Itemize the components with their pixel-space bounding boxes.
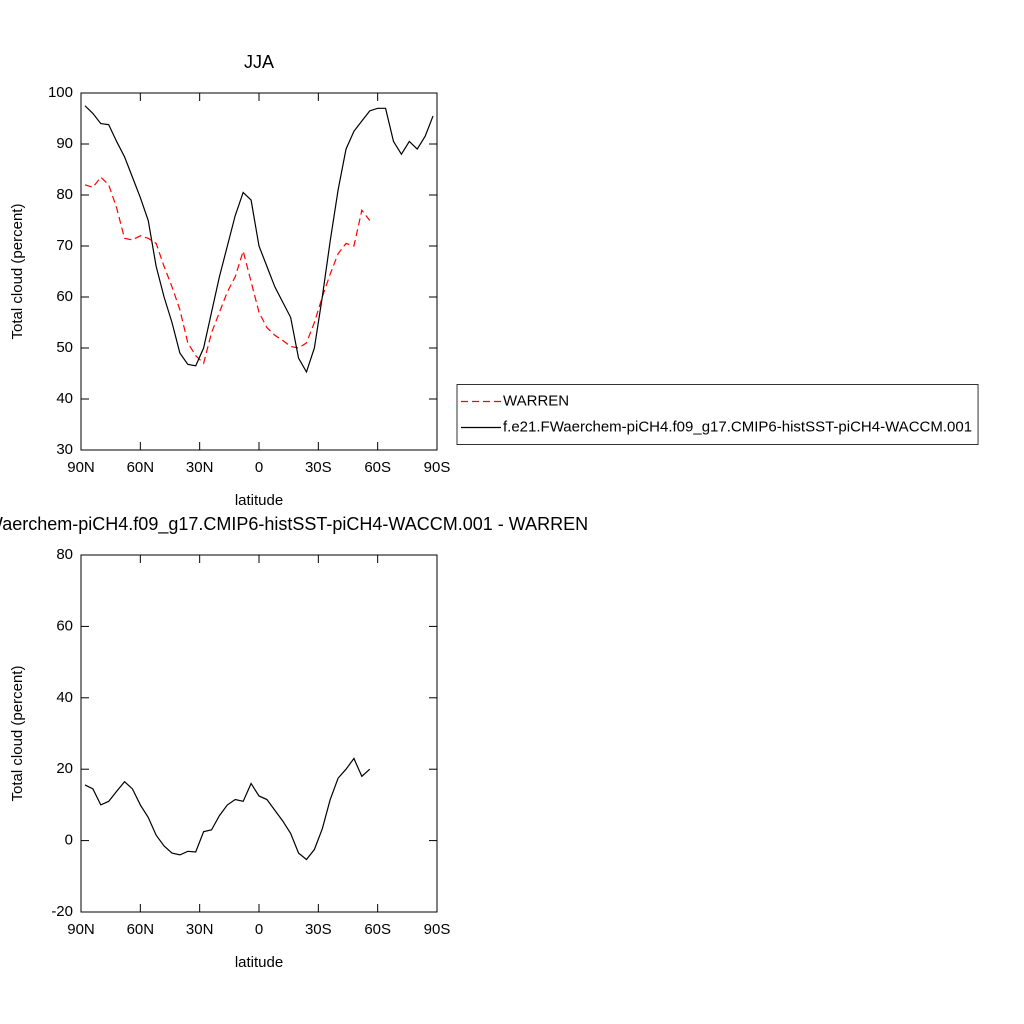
y-tick-label: 60 <box>56 617 73 634</box>
x-tick-label: 60S <box>364 459 391 476</box>
y-tick-label: 40 <box>56 689 73 706</box>
data-line <box>84 757 371 861</box>
x-tick-label: 60S <box>364 921 391 938</box>
x-tick-label: 90S <box>424 921 451 938</box>
y-tick-label: 50 <box>56 339 73 356</box>
x-tick-label: 90S <box>424 459 451 476</box>
x-tick-label: 30N <box>186 921 214 938</box>
y-tick-label: -20 <box>51 903 73 920</box>
data-line <box>84 176 371 365</box>
legend-box <box>456 384 979 445</box>
y-tick-label: 70 <box>56 237 73 254</box>
x-tick-label: 0 <box>255 921 263 938</box>
x-tick-label: 60N <box>127 459 155 476</box>
y-tick-label: 80 <box>56 546 73 563</box>
legend: WARREN f.e21.FWaerchem-piCH4.f09_g17.CMIP… <box>456 384 979 445</box>
legend-label: f.e21.FWaerchem-piCH4.f09_g17.CMIP6-hist… <box>503 418 972 435</box>
x-tick-label: 30N <box>186 459 214 476</box>
legend-label: WARREN <box>503 392 569 409</box>
chart-title: f.e21.FWaerchem-piCH4.f09_g17.CMIP6-hist… <box>0 514 588 535</box>
y-tick-label: 90 <box>56 135 73 152</box>
y-axis-label: Total cloud (percent) <box>9 204 26 340</box>
plot-frame <box>80 554 438 913</box>
y-axis-label: Total cloud (percent) <box>9 666 26 802</box>
x-tick-label: 0 <box>255 459 263 476</box>
y-tick-label: 20 <box>56 760 73 777</box>
y-tick-label: 60 <box>56 288 73 305</box>
y-tick-label: 40 <box>56 390 73 407</box>
y-tick-label: 30 <box>56 441 73 458</box>
x-tick-label: 30S <box>305 459 332 476</box>
y-tick-label: 80 <box>56 186 73 203</box>
x-tick-label: 30S <box>305 921 332 938</box>
x-tick-label: 90N <box>67 459 95 476</box>
y-tick-label: 100 <box>48 84 73 101</box>
y-tick-label: 0 <box>65 832 73 849</box>
x-axis-label: latitude <box>235 954 283 971</box>
x-tick-label: 60N <box>127 921 155 938</box>
chart-title: JJA <box>244 52 274 72</box>
x-axis-label: latitude <box>235 492 283 509</box>
data-line <box>84 105 434 374</box>
plot-frame <box>80 92 438 451</box>
x-tick-label: 90N <box>67 921 95 938</box>
